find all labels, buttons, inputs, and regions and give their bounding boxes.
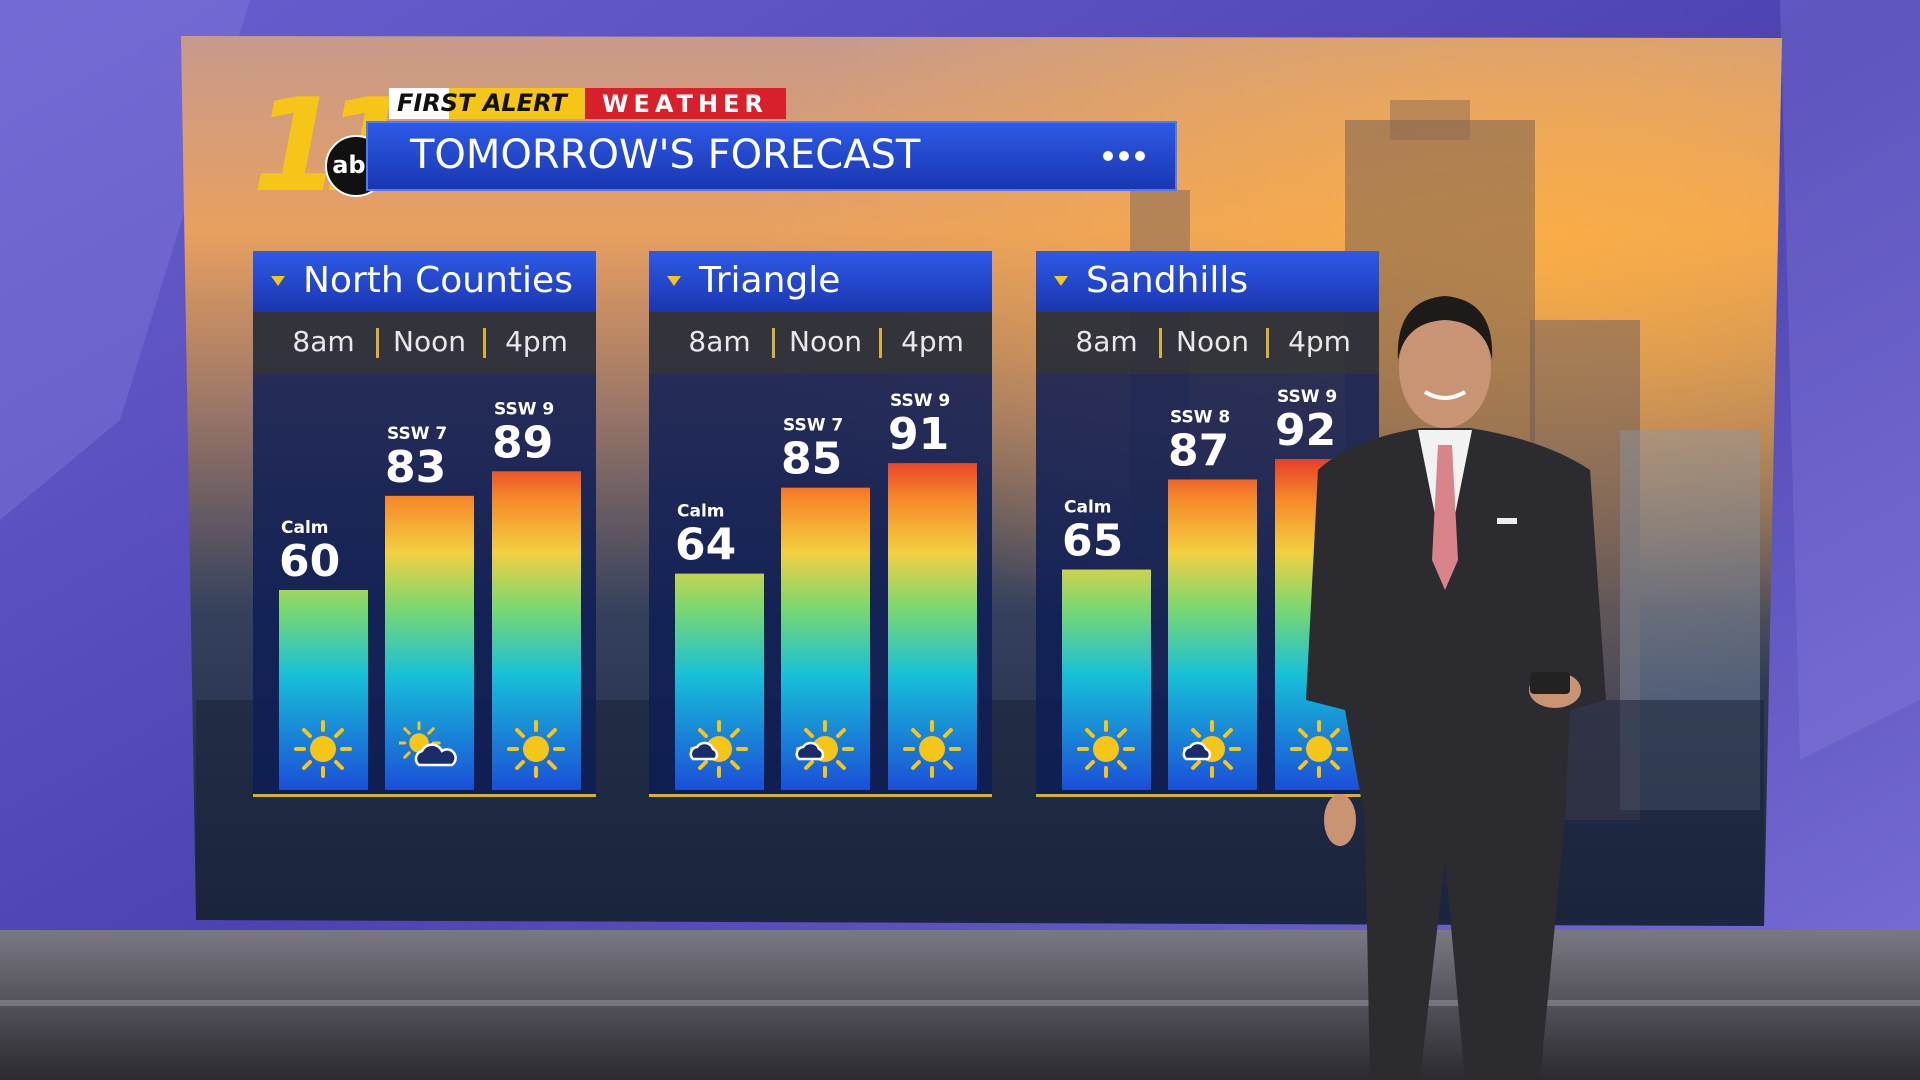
panel-header: [1036, 251, 1379, 312]
wind-label: Calm: [281, 518, 329, 538]
time-row: [649, 312, 992, 374]
icon-mostly-sunny: [691, 722, 746, 776]
wind-label: SSW 9: [494, 399, 554, 419]
panel-title: North Counties: [303, 260, 573, 301]
header-marker: [1054, 276, 1068, 286]
pocket-square: [1497, 518, 1517, 524]
time-separator: [1266, 328, 1269, 358]
temperature-label: 65: [1062, 516, 1123, 567]
wind-label: Calm: [1064, 498, 1112, 518]
presenter: [1306, 296, 1606, 1080]
temperature-label: 60: [279, 536, 340, 587]
temperature-label: 89: [492, 417, 553, 468]
wind-label: SSW 9: [890, 391, 950, 411]
title-bar: [366, 121, 1177, 191]
icon-sunny: [507, 720, 565, 778]
header-marker: [271, 276, 285, 286]
wind-label: Calm: [677, 502, 725, 522]
icon-sunny: [294, 720, 352, 778]
time-label: 4pm: [505, 325, 568, 358]
time-separator: [879, 328, 882, 358]
temperature-bar: [385, 495, 474, 790]
time-label: Noon: [393, 325, 466, 358]
panel-header: [253, 251, 596, 312]
head: [1399, 308, 1491, 428]
wall-panel: [1780, 0, 1920, 760]
page-title: TOMORROW'S FORECAST: [409, 132, 921, 178]
brand-weather-box: [585, 88, 786, 119]
tie: [1432, 445, 1458, 590]
time-row: [1036, 312, 1379, 374]
temperature-bar: [888, 463, 977, 790]
panel-title: Sandhills: [1086, 260, 1248, 301]
time-label: 4pm: [901, 325, 964, 358]
hair: [1397, 296, 1493, 360]
icon-mostly-sunny: [797, 722, 852, 776]
brand-first-alert: FIRST ALERT: [397, 89, 568, 117]
wind-label: SSW 8: [1170, 407, 1230, 427]
panel-header: [649, 251, 992, 312]
temperature-label: 85: [781, 434, 842, 485]
wind-label: SSW 7: [783, 416, 843, 436]
hand: [1324, 794, 1356, 846]
time-row: [253, 312, 596, 374]
time-separator: [483, 328, 486, 358]
icon-sunny: [1290, 720, 1348, 778]
panel-title: Triangle: [698, 260, 840, 301]
time-label: 8am: [688, 325, 750, 358]
wind-label: SSW 9: [1277, 387, 1337, 407]
temperature-label: 83: [385, 442, 446, 493]
temperature-label: 64: [675, 520, 736, 571]
time-separator: [376, 328, 379, 358]
icon-sunny: [1077, 720, 1135, 778]
suit: [1306, 428, 1606, 1080]
time-separator: [1159, 328, 1162, 358]
time-separator: [772, 328, 775, 358]
smile: [1423, 390, 1467, 400]
brand-box-white: [389, 88, 449, 119]
building: [1390, 100, 1470, 140]
brand-weather: WEATHER: [602, 90, 768, 118]
panel-underline: [1036, 794, 1379, 797]
temperature-label: 92: [1275, 405, 1336, 456]
temperature-label: 91: [888, 409, 949, 460]
time-label: Noon: [1176, 325, 1249, 358]
time-label: 4pm: [1288, 325, 1351, 358]
panel-underline: [649, 794, 992, 797]
header-marker: [667, 276, 681, 286]
panel-underline: [253, 794, 596, 797]
floor-line: [0, 1000, 1920, 1006]
icon-mostly-sunny: [1184, 722, 1239, 776]
time-label: 8am: [292, 325, 354, 358]
icon-sunny: [903, 720, 961, 778]
clicker: [1530, 672, 1570, 694]
time-label: Noon: [789, 325, 862, 358]
wind-label: SSW 7: [387, 424, 447, 444]
temperature-label: 87: [1168, 425, 1229, 476]
time-label: 8am: [1075, 325, 1137, 358]
menu-dots: [1103, 151, 1145, 161]
